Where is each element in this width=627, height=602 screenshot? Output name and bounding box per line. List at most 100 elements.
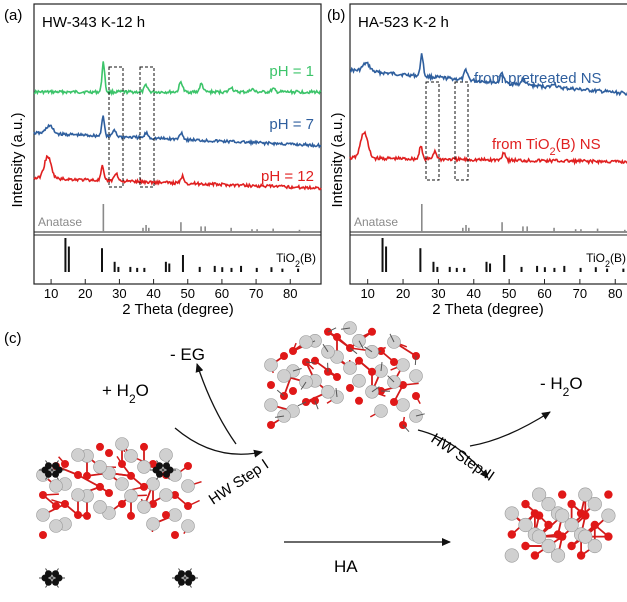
ti-atom bbox=[541, 538, 556, 554]
step2-label: HW Step II bbox=[428, 430, 498, 485]
h-bond bbox=[314, 400, 319, 410]
ti-atom bbox=[115, 477, 129, 491]
ti-atom bbox=[124, 489, 138, 503]
c-atom bbox=[163, 462, 170, 470]
ti-atom bbox=[555, 508, 570, 523]
h-bond bbox=[414, 355, 417, 366]
o-atom bbox=[267, 381, 275, 389]
panel-a-label: (a) bbox=[4, 7, 22, 24]
panel-a-series bbox=[33, 61, 322, 191]
x-tick-label: 50 bbox=[181, 286, 195, 301]
panel-b-xlabel: 2 Theta (degree) bbox=[432, 301, 543, 318]
o-atom bbox=[368, 367, 376, 376]
panel-a-ref-tio2b-label: TiO2(B) bbox=[276, 251, 316, 269]
minus-h2o-label: - H2O bbox=[540, 374, 583, 399]
o-atom bbox=[52, 502, 60, 510]
c-atom bbox=[52, 578, 59, 586]
ti-atom bbox=[587, 538, 602, 554]
xrd-curve-2 bbox=[349, 130, 627, 166]
ti-atom bbox=[601, 508, 616, 523]
x-tick-label: 60 bbox=[215, 286, 229, 301]
c-atom bbox=[185, 578, 192, 586]
x-tick-label: 40 bbox=[146, 286, 160, 301]
h-bond bbox=[364, 346, 373, 353]
x-tick-label: 80 bbox=[608, 286, 622, 301]
ti-atom bbox=[159, 448, 173, 462]
ti-atom bbox=[299, 335, 313, 349]
ti-atom bbox=[531, 529, 547, 544]
ti-atom bbox=[181, 519, 195, 533]
panel-b-series-label-1: from pretreated NS bbox=[474, 70, 602, 87]
x-tick-label: 30 bbox=[431, 286, 445, 301]
o-atom bbox=[118, 460, 126, 468]
o-atom bbox=[184, 462, 192, 470]
ti-atom bbox=[564, 517, 579, 533]
o-atom bbox=[346, 384, 354, 392]
o-atom bbox=[105, 489, 113, 497]
panel-b-x-ticks: 10 20 30 40 50 60 70 80 bbox=[360, 279, 622, 301]
o-atom bbox=[558, 532, 567, 541]
ti-atom bbox=[49, 519, 63, 533]
o-atom bbox=[521, 499, 530, 509]
ethylene-glycol-precursor-structure bbox=[36, 437, 202, 588]
ti-atom bbox=[124, 449, 138, 463]
ti-atom bbox=[71, 488, 85, 502]
o-atom bbox=[355, 356, 363, 365]
ti-atom bbox=[321, 384, 335, 399]
ti-atom bbox=[343, 361, 357, 375]
ti-atom bbox=[137, 500, 151, 514]
ti-atom bbox=[71, 448, 85, 462]
ti-atom bbox=[396, 358, 410, 372]
panel-b-highlight-box-2 bbox=[454, 81, 469, 181]
o-atom bbox=[83, 471, 91, 480]
x-tick-label: 20 bbox=[396, 286, 410, 301]
h-bond bbox=[305, 361, 315, 364]
o-atom bbox=[61, 460, 69, 468]
ti-atom bbox=[159, 488, 173, 502]
panel-a-references bbox=[64, 204, 301, 272]
ti-atom bbox=[541, 497, 556, 512]
o-atom bbox=[604, 490, 613, 499]
o-atom bbox=[74, 511, 82, 519]
ti-atom bbox=[181, 479, 195, 493]
panel-b-frame bbox=[349, 3, 627, 285]
o-atom bbox=[333, 333, 341, 341]
o-atom bbox=[390, 398, 398, 406]
o-atom bbox=[581, 511, 590, 520]
x-tick-label: 30 bbox=[112, 286, 126, 301]
arrow-minus-eg bbox=[195, 363, 237, 445]
step1-label: HW Step I bbox=[206, 456, 272, 508]
ti-atom bbox=[264, 358, 278, 372]
h-bond bbox=[371, 386, 380, 393]
panel-a-ylabel: Intensity (a.u.) bbox=[9, 112, 26, 207]
h-bond bbox=[380, 362, 383, 372]
ti-atom bbox=[137, 460, 151, 474]
arrow-minus-h2o bbox=[469, 411, 551, 447]
h-bond bbox=[415, 413, 425, 417]
panel-b-references bbox=[381, 204, 626, 272]
ti-atom bbox=[578, 487, 593, 502]
ti-atom bbox=[115, 437, 129, 451]
o-atom bbox=[149, 500, 157, 508]
panel-c-label: (c) bbox=[4, 330, 22, 347]
c-atom bbox=[163, 470, 170, 478]
o-atom bbox=[544, 520, 553, 530]
panel-a-series-label-1: pH = 1 bbox=[269, 63, 314, 80]
o-atom bbox=[368, 327, 376, 336]
panel-b-ref-tio2b-label: TiO2(B) bbox=[586, 251, 626, 269]
h-bond bbox=[327, 327, 337, 333]
xrd-curve-1 bbox=[349, 53, 627, 97]
ti-atom bbox=[578, 529, 593, 544]
panel-a-series-label-3: pH = 12 bbox=[261, 168, 314, 185]
o-atom bbox=[162, 511, 170, 519]
o-atom bbox=[140, 482, 148, 491]
ti-atom bbox=[531, 487, 547, 502]
o-atom bbox=[534, 511, 544, 520]
o-atom bbox=[280, 352, 288, 360]
bond bbox=[77, 474, 101, 488]
o-atom bbox=[61, 500, 69, 508]
o-atom bbox=[507, 530, 516, 539]
ha-label: HA bbox=[334, 557, 358, 576]
ti-atom bbox=[49, 479, 63, 493]
